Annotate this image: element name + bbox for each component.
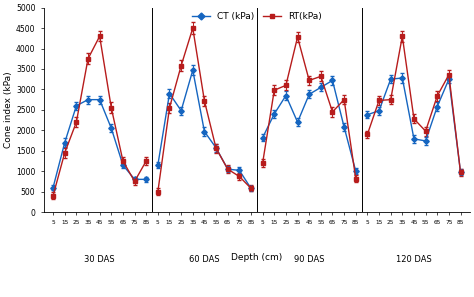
Y-axis label: Cone index (kPa): Cone index (kPa)	[4, 72, 13, 148]
Text: 90 DAS: 90 DAS	[294, 255, 324, 264]
Text: 30 DAS: 30 DAS	[84, 255, 115, 264]
Text: 60 DAS: 60 DAS	[189, 255, 220, 264]
Text: 120 DAS: 120 DAS	[396, 255, 432, 264]
Legend: CT (kPa), RT(kPa): CT (kPa), RT(kPa)	[188, 8, 326, 24]
X-axis label: Depth (cm): Depth (cm)	[231, 253, 283, 262]
